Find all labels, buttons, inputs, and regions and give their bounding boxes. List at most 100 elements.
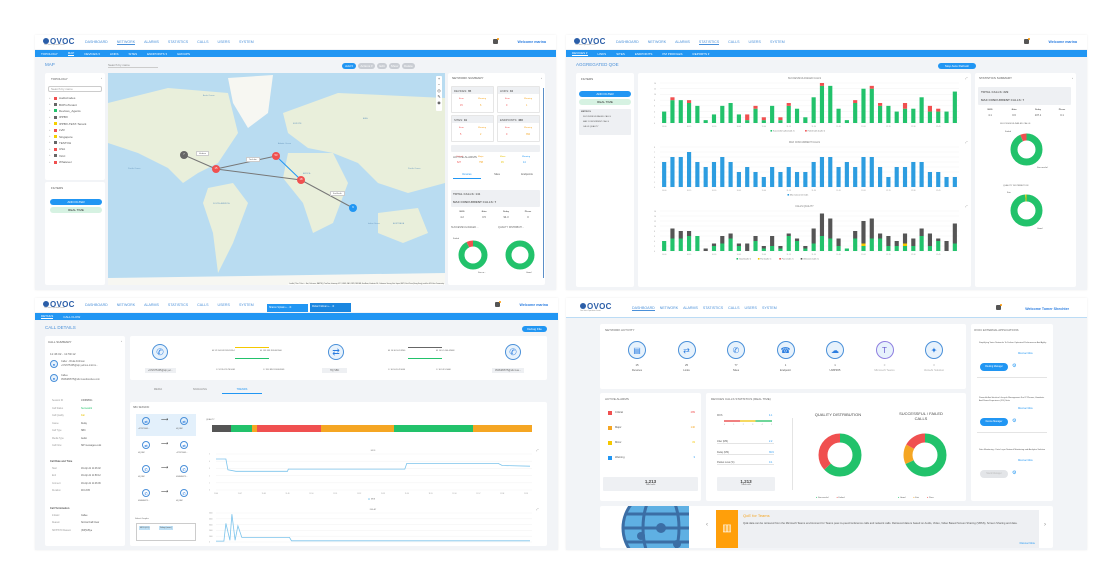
nav-alarms[interactable]: ALARMS — [144, 40, 159, 44]
stop-auto-refresh-button[interactable]: Stop Auto Refresh — [938, 63, 976, 69]
real-time-toggle[interactable]: REAL TIME — [579, 99, 631, 105]
tab-media[interactable]: MEDIA — [153, 388, 163, 391]
quality-segment[interactable] — [472, 425, 532, 432]
user-menu[interactable]: Welcome marina — [519, 303, 549, 307]
expand-icon[interactable]: + — [49, 109, 51, 113]
debug-file-button[interactable]: Debug File — [522, 326, 547, 332]
action-button[interactable]: Show — [389, 63, 400, 69]
summary-tile[interactable]: LINKS:34 Error Warning 0 1 — [497, 86, 540, 113]
metric-option[interactable]: CALLS QUALITY — [583, 126, 599, 128]
nav-dashboard[interactable]: DASHBOARD — [616, 40, 639, 44]
discover-more-link[interactable]: Discover More — [1018, 353, 1033, 355]
expand-icon[interactable]: + — [49, 103, 51, 107]
alarm-count[interactable]: 14 — [523, 161, 526, 164]
subnav-item[interactable]: PM PROFILES — [662, 51, 683, 56]
banner-discover-link[interactable]: Discover More — [1019, 542, 1035, 545]
topology-item[interactable]: + BizProTenant — [49, 101, 86, 107]
subnav-item[interactable]: CALL FLOW — [63, 314, 81, 319]
expand-icon[interactable]: + — [49, 128, 51, 132]
site-cluster-marker[interactable]: 7 — [180, 151, 188, 159]
nav-calls[interactable]: CALLS — [728, 306, 740, 310]
voiceai-icon[interactable]: ✦ — [925, 341, 943, 359]
alarm-bell-icon[interactable] — [495, 301, 501, 307]
topology-item[interactable]: + IPPBX — [49, 114, 86, 120]
cloud-icon[interactable]: ☁ — [826, 341, 844, 359]
open-call-tab-active[interactable]: Rivka Fridman +... ⚙ — [310, 303, 351, 312]
quality-segment[interactable] — [231, 425, 252, 432]
app-settings-icon[interactable]: ⚙ — [1012, 418, 1017, 424]
action-button[interactable]: Add ▾ — [342, 63, 356, 69]
donut-slice[interactable] — [903, 433, 947, 477]
discover-more-link[interactable]: Discover More — [1018, 408, 1033, 410]
summary-tab-sites[interactable]: Sites — [494, 173, 500, 176]
app-settings-icon[interactable]: ⚙ — [1012, 470, 1017, 476]
world-map[interactable]: Arctic Ocean Atlantic Ocean Pacific Ocean P… — [108, 73, 445, 285]
subnav-item[interactable]: MAP — [67, 51, 75, 56]
site-label[interactable]: Far-North — [330, 191, 345, 196]
discover-more-link[interactable]: Discover More — [1018, 460, 1033, 462]
subnav-item[interactable]: DEVICES ▾ — [572, 51, 588, 56]
subnav-item[interactable]: ENDPOINTS — [634, 51, 653, 56]
quality-segment[interactable] — [394, 425, 473, 432]
site-cluster-marker[interactable]: 53 — [272, 152, 280, 160]
nav-alarms[interactable]: ALARMS — [675, 40, 690, 44]
donut-slice[interactable] — [458, 240, 488, 270]
map-search-input[interactable]: Search by name — [108, 63, 158, 68]
alarm-count[interactable]: 33 — [692, 441, 695, 444]
donut-slice[interactable] — [1010, 133, 1043, 166]
alarm-label[interactable]: Warning — [615, 456, 625, 459]
nav-system[interactable]: SYSTEM — [238, 40, 254, 44]
expand-icon[interactable]: + — [49, 147, 51, 151]
expand-icon[interactable]: › — [1072, 76, 1073, 80]
donut-slice[interactable] — [458, 240, 488, 270]
nav-calls[interactable]: CALLS — [197, 303, 209, 307]
summary-tile[interactable]: ENDPOINTS:468 Error Warning 0 354 — [497, 115, 540, 142]
user-menu[interactable]: Welcome marina — [1048, 40, 1078, 44]
site-label[interactable]: Vardam — [196, 151, 209, 156]
legend-item[interactable]: ● Successful — [816, 497, 829, 499]
collapse-icon[interactable]: ‹ — [101, 76, 102, 80]
topology-item[interactable]: + Devices_Agents — [49, 108, 86, 114]
add-filter-button[interactable]: ADD FILTER — [50, 199, 102, 205]
nav-network[interactable]: NETWORK — [116, 303, 136, 307]
alarm-bell-icon[interactable] — [493, 38, 499, 44]
carousel-next[interactable]: › — [1044, 522, 1046, 528]
topology-item[interactable]: + AudioCodes — [49, 95, 86, 101]
subnav-item[interactable]: ENDPOINTS ▾ — [147, 51, 168, 56]
chip-mos[interactable]: MOS (0-5) — [139, 526, 151, 530]
nav-users[interactable]: USERS — [744, 306, 757, 310]
quality-segment[interactable] — [320, 425, 395, 432]
donut-slice[interactable] — [1010, 194, 1043, 227]
alarm-count[interactable]: 627 — [457, 161, 461, 164]
nav-statistics[interactable]: STATISTICS — [167, 40, 189, 44]
alarm-count[interactable]: 289 — [690, 411, 695, 414]
expand-icon[interactable]: + — [49, 96, 51, 100]
alarm-label[interactable]: Critical — [615, 411, 623, 414]
carousel-prev[interactable]: ‹ — [706, 522, 708, 528]
topology-item[interactable]: + Singapore — [49, 133, 86, 139]
alarm-count[interactable]: 140 — [690, 426, 695, 429]
expand-icon[interactable]: › — [541, 76, 542, 80]
subnav-item[interactable]: LINKS — [597, 51, 607, 56]
add-filter-button[interactable]: ADD FILTER — [579, 91, 631, 97]
donut-slice[interactable] — [1010, 133, 1043, 166]
subnav-item[interactable]: REPORTS ▾ — [692, 51, 710, 56]
subnav-item[interactable]: GROUPS — [177, 51, 191, 56]
ovoc-logo[interactable]: OVOC — [43, 37, 75, 46]
server-icon[interactable]: ▤ — [628, 341, 646, 359]
nav-network[interactable]: NETWORK — [647, 40, 667, 44]
chip-delay[interactable]: Delay (msec) — [159, 526, 173, 530]
donut-slice[interactable] — [505, 240, 535, 270]
donut-slice[interactable] — [903, 433, 947, 477]
nav-statistics[interactable]: STATISTICS — [698, 40, 720, 45]
topology-item[interactable]: + USA — [49, 146, 86, 152]
user-menu[interactable]: Welcome Tomer Shechter — [1025, 307, 1069, 311]
summary-tab-endpoints[interactable]: Endpoints — [521, 173, 533, 176]
nav-alarms[interactable]: ALARMS — [144, 303, 159, 307]
real-time-toggle[interactable]: REAL TIME — [50, 207, 102, 213]
ovoc-logo[interactable]: OVOC — [43, 300, 75, 309]
select-graphs-input[interactable]: MOS (0-5) Delay (msec) — [136, 523, 196, 541]
nav-dashboard[interactable]: DASHBOARD — [85, 40, 108, 44]
legend-item[interactable]: ● Fair — [913, 497, 919, 499]
alarm-count[interactable]: 45 — [501, 161, 504, 164]
